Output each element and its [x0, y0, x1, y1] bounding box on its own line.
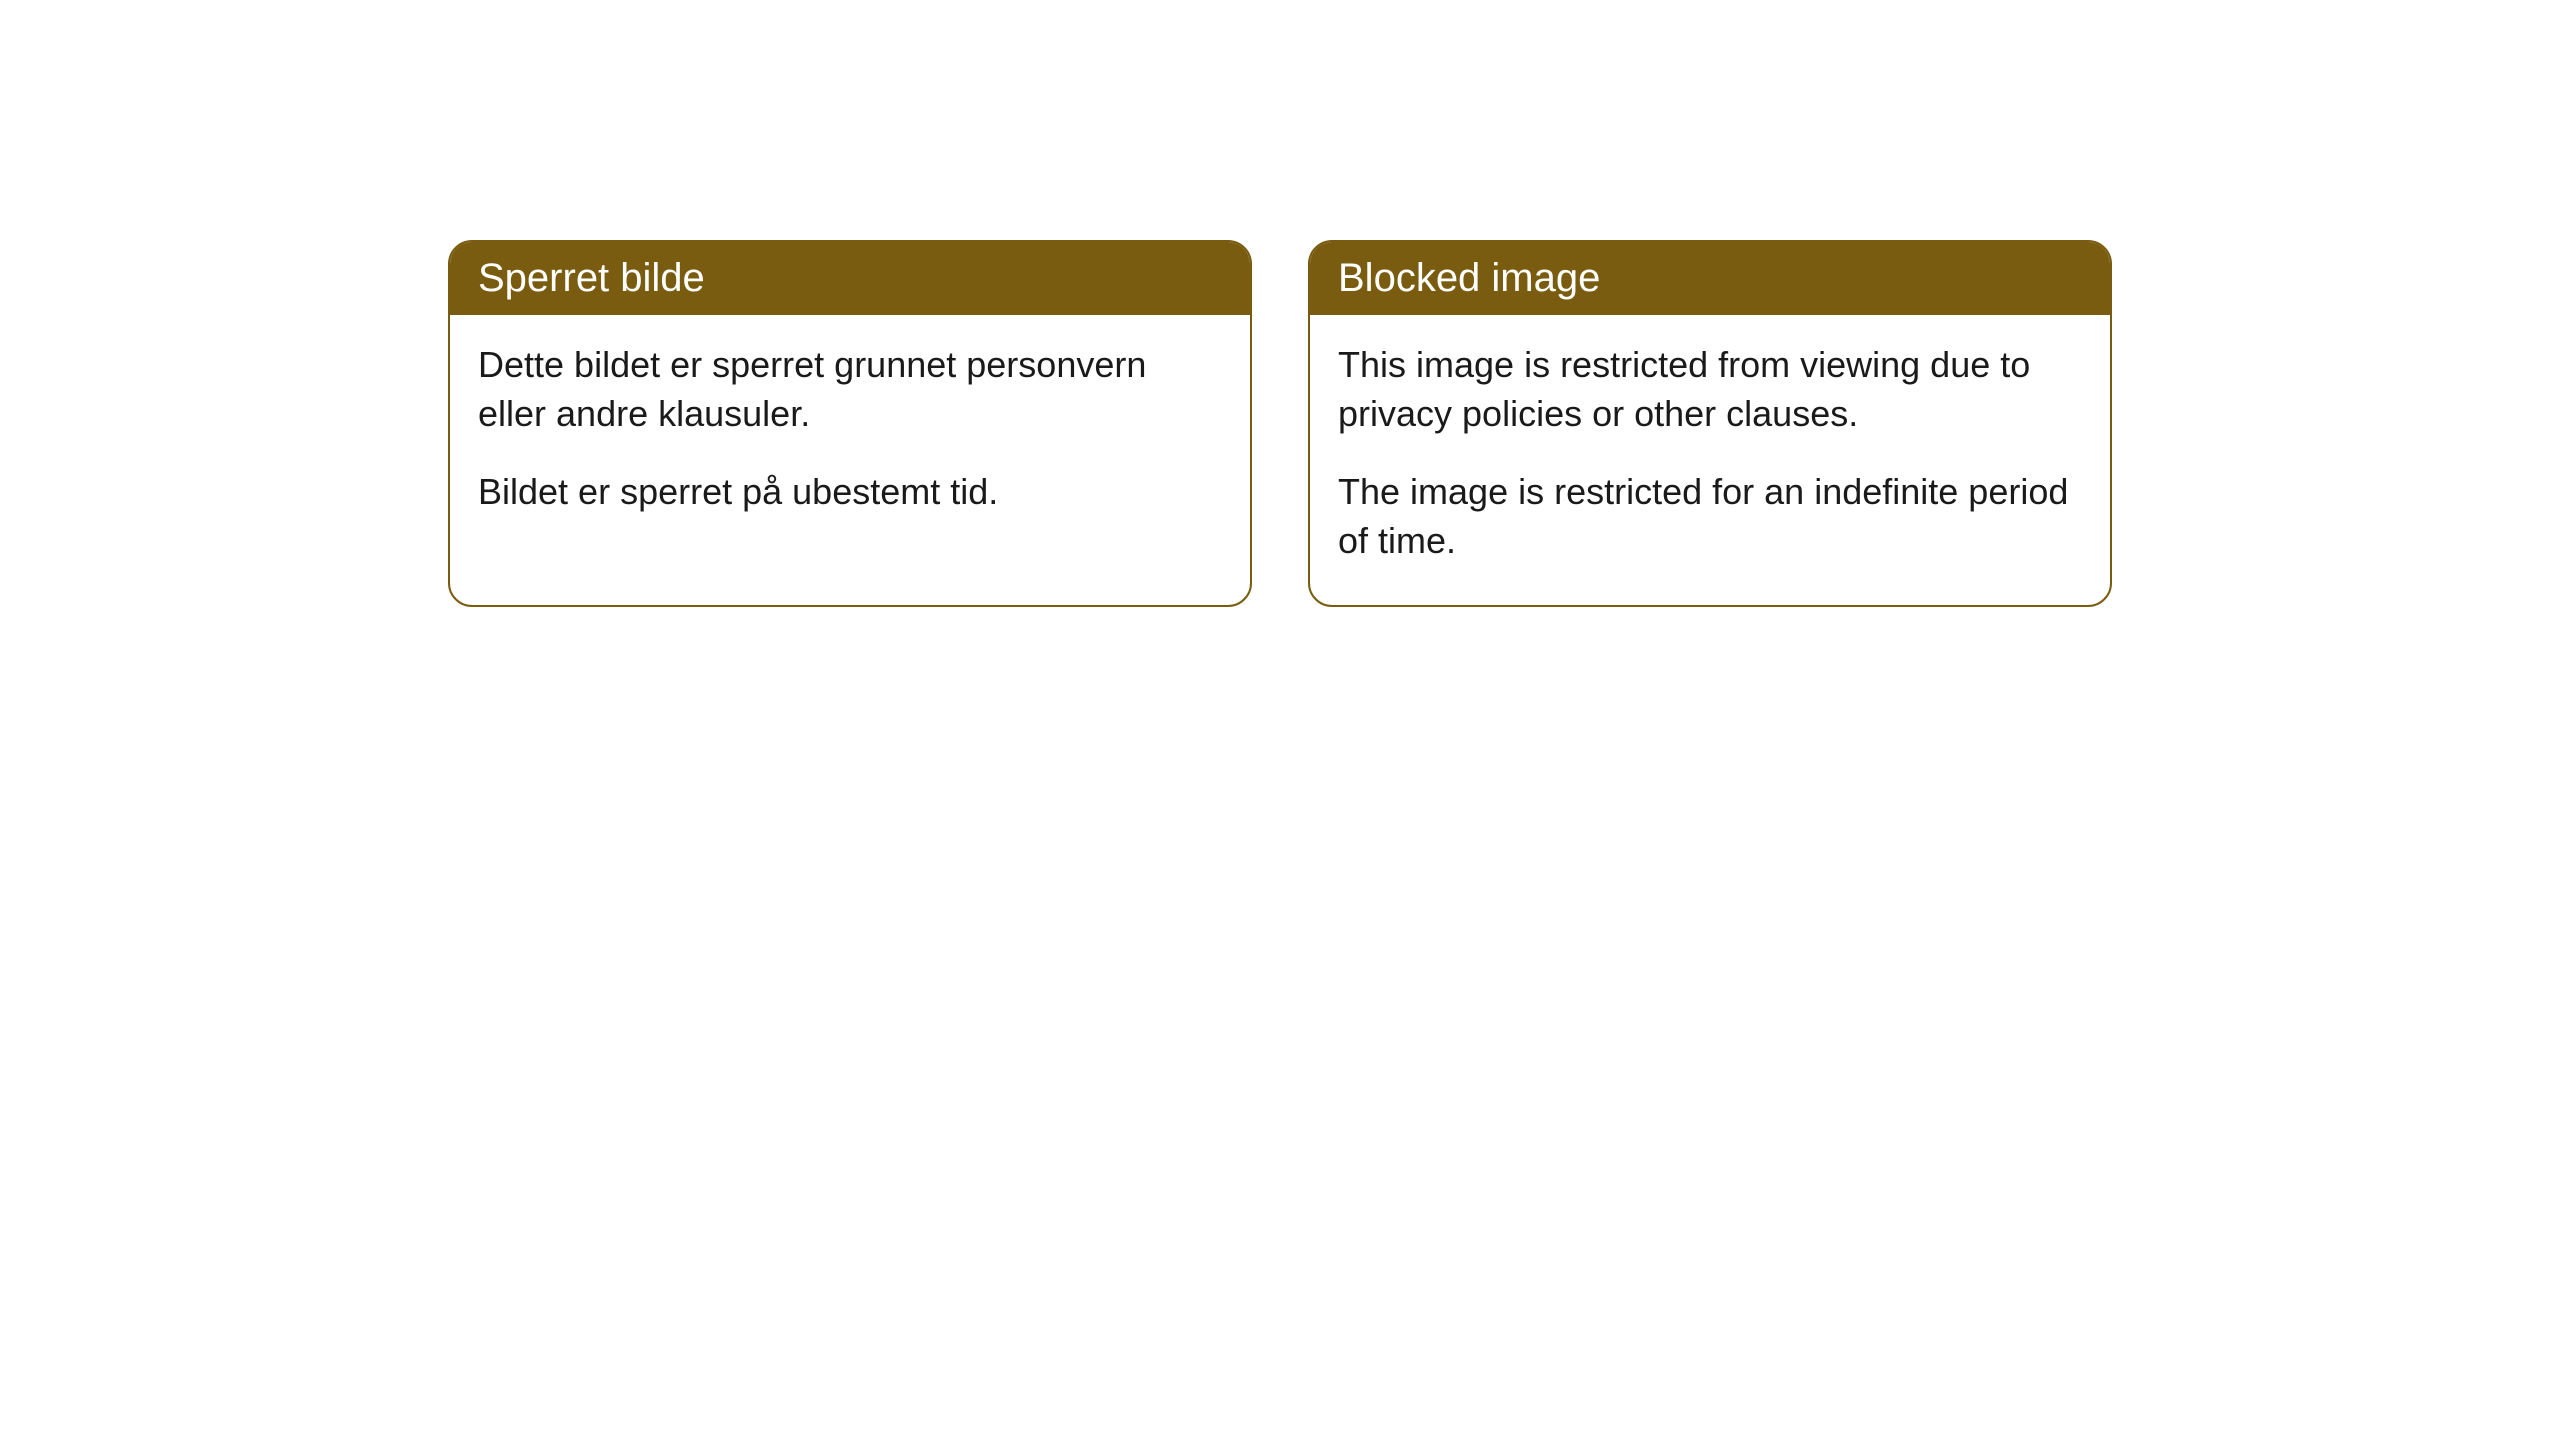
notice-card-english: Blocked image This image is restricted f…	[1308, 240, 2112, 607]
card-paragraph: Bildet er sperret på ubestemt tid.	[478, 468, 1222, 517]
notice-card-norwegian: Sperret bilde Dette bildet er sperret gr…	[448, 240, 1252, 607]
card-title: Blocked image	[1338, 256, 1600, 300]
card-paragraph: This image is restricted from viewing du…	[1338, 341, 2082, 438]
card-paragraph: Dette bildet er sperret grunnet personve…	[478, 341, 1222, 438]
card-header: Sperret bilde	[450, 242, 1250, 315]
card-title: Sperret bilde	[478, 256, 705, 300]
card-header: Blocked image	[1310, 242, 2110, 315]
card-paragraph: The image is restricted for an indefinit…	[1338, 468, 2082, 565]
card-body: Dette bildet er sperret grunnet personve…	[450, 315, 1250, 557]
notice-cards-container: Sperret bilde Dette bildet er sperret gr…	[0, 0, 2560, 607]
card-body: This image is restricted from viewing du…	[1310, 315, 2110, 605]
